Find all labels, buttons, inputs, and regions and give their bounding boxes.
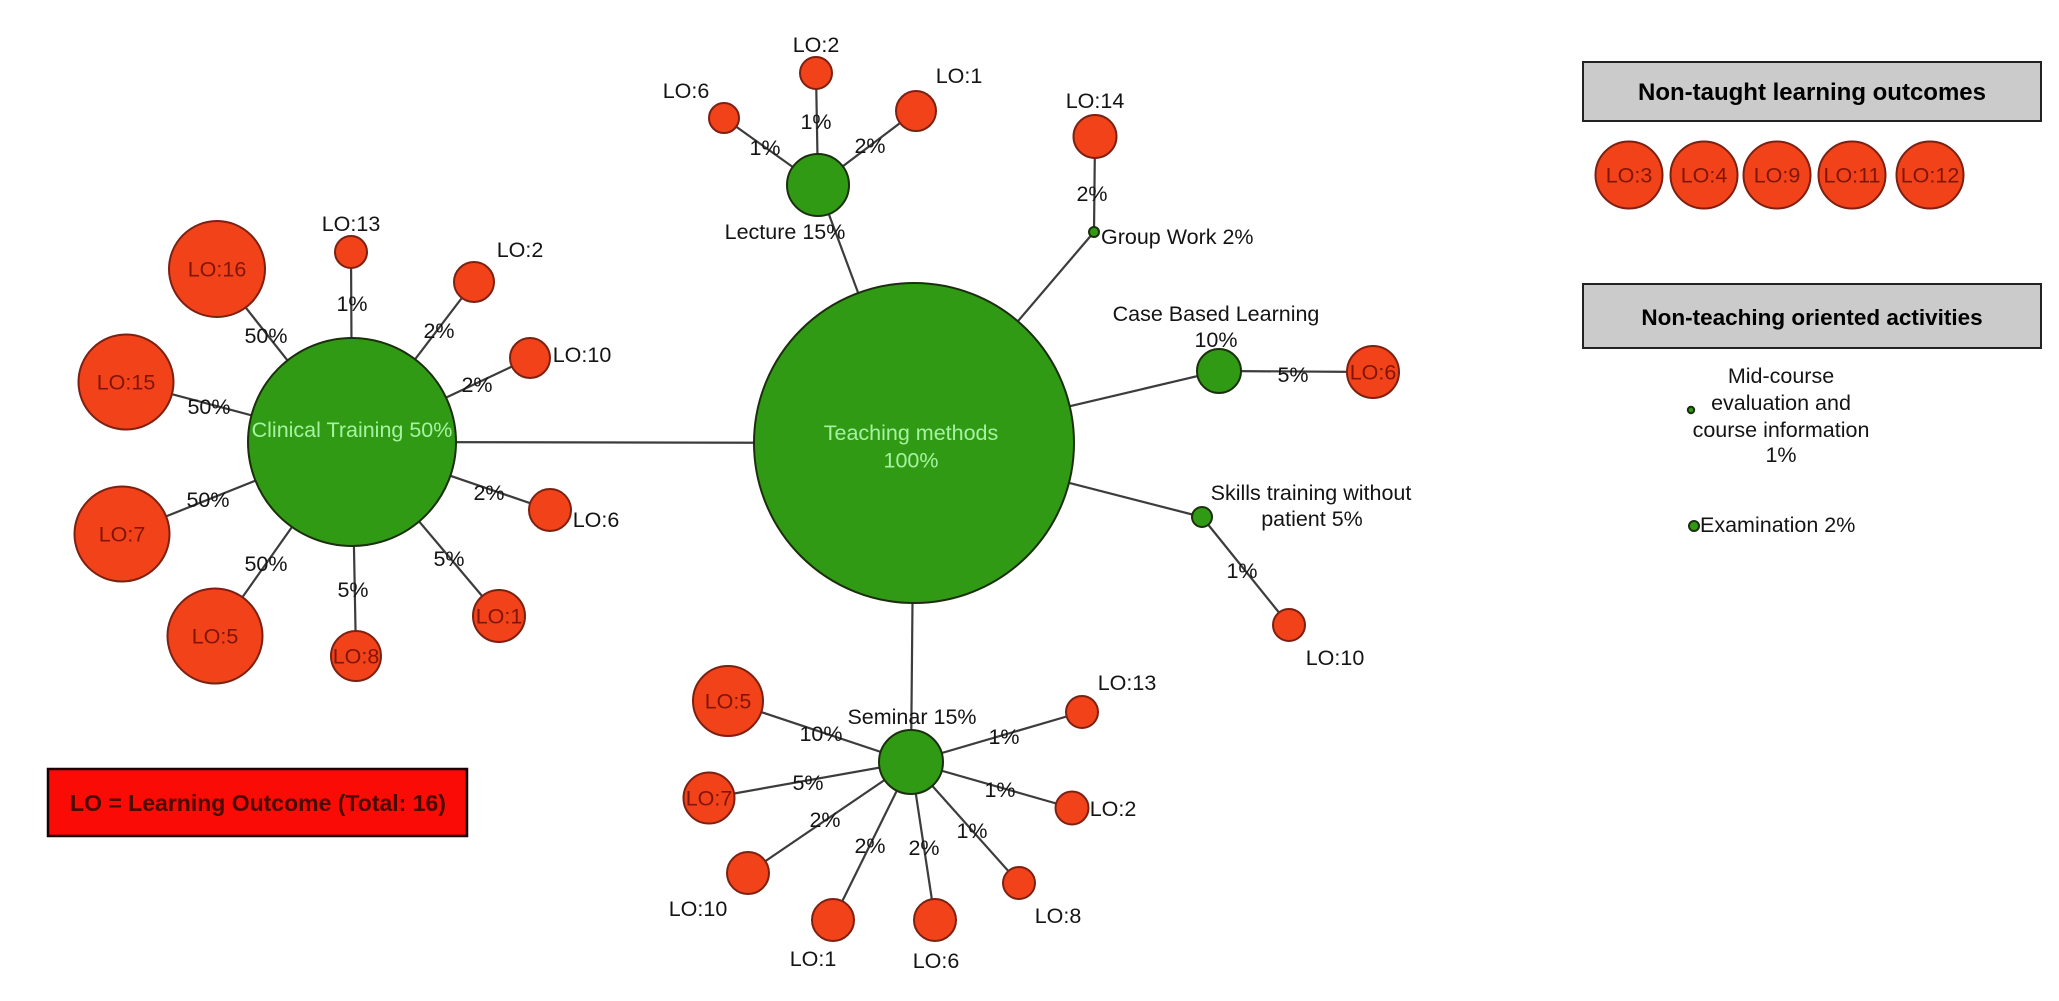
svg-text:LO:2: LO:2 [1090,797,1137,821]
svg-text:Lecture 15%: Lecture 15% [725,220,846,244]
svg-text:50%: 50% [244,552,287,576]
svg-text:LO:13: LO:13 [322,212,381,236]
svg-text:LO:6: LO:6 [573,508,620,532]
svg-text:evaluation and: evaluation and [1711,391,1851,415]
svg-text:LO:8: LO:8 [333,645,380,669]
svg-text:LO:1: LO:1 [936,64,983,88]
svg-text:Examination 2%: Examination 2% [1700,513,1855,537]
svg-text:LO:10: LO:10 [1306,646,1365,670]
svg-text:1%: 1% [749,136,780,160]
svg-text:LO:4: LO:4 [1681,164,1728,188]
svg-text:LO:3: LO:3 [1606,164,1653,188]
svg-text:2%: 2% [809,808,840,832]
svg-text:LO:7: LO:7 [99,523,146,547]
svg-text:LO:14: LO:14 [1066,89,1125,113]
svg-text:LO:10: LO:10 [553,343,612,367]
svg-text:100%: 100% [884,449,939,473]
svg-text:LO:5: LO:5 [705,690,752,714]
svg-text:LO:1: LO:1 [790,947,837,971]
svg-text:patient 5%: patient 5% [1261,507,1363,531]
svg-text:1%: 1% [1765,443,1796,467]
svg-text:50%: 50% [244,324,287,348]
svg-text:Teaching methods: Teaching methods [824,421,999,445]
svg-text:5%: 5% [337,578,368,602]
svg-text:LO:8: LO:8 [1035,904,1082,928]
svg-text:Clinical Training 50%: Clinical Training 50% [252,418,453,442]
svg-text:LO:13: LO:13 [1098,671,1157,695]
svg-text:Mid-course: Mid-course [1728,364,1834,388]
svg-text:1%: 1% [956,819,987,843]
svg-text:2%: 2% [854,134,885,158]
svg-text:1%: 1% [800,110,831,134]
svg-text:LO:15: LO:15 [97,371,156,395]
svg-text:1%: 1% [988,725,1019,749]
svg-text:1%: 1% [1226,559,1257,583]
svg-text:LO:1: LO:1 [476,605,523,629]
svg-text:LO:9: LO:9 [1754,164,1801,188]
svg-text:LO:10: LO:10 [669,897,728,921]
svg-text:2%: 2% [473,481,504,505]
svg-text:10%: 10% [799,722,842,746]
svg-text:LO = Learning Outcome (Total:: LO = Learning Outcome (Total: 16) [70,790,446,816]
svg-text:LO:5: LO:5 [192,625,239,649]
svg-text:LO:16: LO:16 [188,258,247,282]
svg-text:LO:6: LO:6 [1350,361,1397,385]
svg-text:Non-teaching oriented activiti: Non-teaching oriented activities [1641,305,1982,330]
svg-text:50%: 50% [186,488,229,512]
svg-text:LO:11: LO:11 [1824,164,1881,188]
svg-text:Group Work 2%: Group Work 2% [1101,225,1254,249]
svg-text:LO:6: LO:6 [913,949,960,973]
svg-text:LO:2: LO:2 [497,238,544,262]
svg-text:1%: 1% [336,292,367,316]
svg-text:2%: 2% [908,836,939,860]
svg-text:5%: 5% [792,771,823,795]
svg-text:Case Based Learning: Case Based Learning [1113,302,1320,326]
svg-text:1%: 1% [984,778,1015,802]
svg-text:LO:12: LO:12 [1901,164,1960,188]
svg-text:10%: 10% [1194,328,1237,352]
svg-text:LO:7: LO:7 [686,787,733,811]
svg-text:5%: 5% [433,547,464,571]
svg-text:LO:2: LO:2 [793,33,840,57]
svg-text:course information: course information [1693,418,1870,442]
svg-text:2%: 2% [423,319,454,343]
svg-text:Seminar 15%: Seminar 15% [847,705,976,729]
svg-text:2%: 2% [461,373,492,397]
svg-text:2%: 2% [854,834,885,858]
svg-text:5%: 5% [1277,363,1308,387]
svg-text:Skills training without: Skills training without [1211,481,1412,505]
svg-text:LO:6: LO:6 [663,79,710,103]
svg-text:Non-taught learning outcomes: Non-taught learning outcomes [1638,79,1986,106]
svg-text:50%: 50% [187,395,230,419]
svg-text:2%: 2% [1076,182,1107,206]
